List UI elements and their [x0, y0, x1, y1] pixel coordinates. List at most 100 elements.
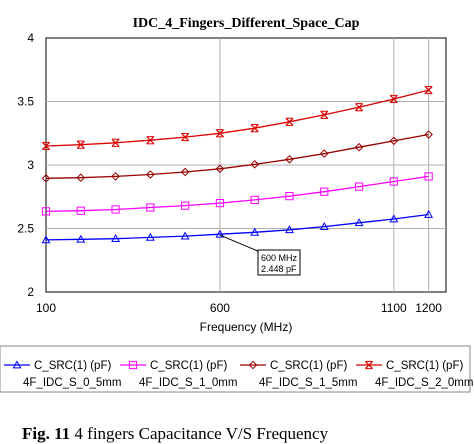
data-point [76, 206, 85, 215]
data-point [41, 235, 51, 244]
legend-label: C_SRC(1) (pF) [150, 360, 227, 372]
legend-label: C_SRC(1) (pF) [270, 360, 347, 372]
data-point [424, 85, 433, 95]
data-point [41, 141, 51, 151]
legend-frame [0, 345, 471, 393]
data-point [389, 177, 398, 186]
data-point [111, 172, 120, 181]
series-layer [41, 85, 434, 244]
marker-stroke [76, 140, 85, 149]
data-point [389, 214, 399, 223]
legend-swatch-marker [364, 360, 374, 370]
data-point [111, 205, 120, 214]
figure-caption-text: 4 fingers Capacitance V/S Frequency [70, 424, 329, 443]
data-point [355, 103, 364, 112]
series-3 [41, 130, 433, 183]
series-4 [41, 85, 433, 151]
data-point [285, 154, 294, 164]
data-point [320, 110, 329, 119]
figure-label: Fig. 11 [22, 424, 71, 443]
data-point [146, 203, 155, 212]
data-point [250, 160, 260, 169]
data-point [424, 130, 433, 139]
data-point [146, 136, 155, 145]
data-annotation: 600 MHz 2.448 pF [219, 234, 301, 276]
data-point [215, 229, 225, 238]
data-point [41, 207, 51, 216]
data-point [181, 201, 190, 210]
legend-entry-4: C_SRC(1) (pF) 4F_IDC_S_2_0mm [356, 360, 473, 389]
x-tick-label: 100 [36, 301, 56, 315]
x-tick-label: 600 [210, 301, 230, 315]
data-point [181, 132, 190, 142]
legend-entry-1: C_SRC(1) (pF) 4F_IDC_S_0_5mm [4, 360, 121, 389]
marker-stroke [111, 138, 120, 147]
legend-label: 4F_IDC_S_2_0mm [375, 377, 473, 389]
data-point [111, 138, 120, 147]
series-line [45, 213, 429, 241]
marker-stroke [181, 133, 190, 142]
data-point [215, 199, 225, 208]
data-point [354, 182, 364, 191]
figure-caption: Fig. 11 4 fingers Capacitance V/S Freque… [22, 424, 474, 444]
marker-stroke [364, 360, 374, 370]
series-1 [41, 209, 434, 244]
data-point [76, 173, 86, 183]
series-line [45, 133, 429, 179]
data-point [285, 225, 294, 234]
series-line [45, 89, 429, 147]
x-axis-label: Frequency (MHz) [200, 320, 293, 334]
x-tick-label: 1100 [381, 301, 407, 315]
data-point [76, 234, 86, 243]
data-point [319, 221, 329, 230]
chart-title: IDC_4_Fingers_Different_Space_Cap [133, 16, 360, 31]
data-point [180, 167, 190, 177]
x-tick-label: 1200 [415, 301, 442, 315]
data-point [389, 136, 399, 146]
legend-label: C_SRC(1) (pF) [386, 360, 463, 372]
y-tick-label: 4 [27, 31, 34, 45]
data-point [354, 218, 364, 227]
legend-swatch-marker [248, 360, 258, 370]
marker-stroke [215, 129, 224, 138]
legend-label: 4F_IDC_S_0_5mm [23, 377, 121, 389]
legend-label: C_SRC(1) (pF) [34, 360, 111, 372]
data-point [320, 187, 329, 196]
annotation-frequency: 600 MHz [261, 253, 298, 263]
data-point [215, 129, 224, 138]
annotation-leader [219, 234, 261, 253]
marker-stroke [355, 103, 364, 112]
annotation-capacitance: 2.448 pF [261, 264, 297, 274]
data-point [76, 140, 85, 149]
marker-stroke [250, 124, 259, 133]
data-point [285, 192, 294, 201]
data-point [250, 124, 259, 133]
marker-stroke [389, 94, 398, 103]
data-point [389, 94, 398, 104]
marker-stroke [146, 136, 155, 145]
data-point [111, 234, 121, 243]
data-point [41, 174, 51, 183]
data-point [145, 232, 155, 241]
data-point [146, 170, 155, 179]
data-point [354, 142, 364, 152]
legend-swatch-marker [12, 360, 22, 369]
legend-entry-2: C_SRC(1) (pF) 4F_IDC_S_1_0mm [120, 360, 237, 389]
annotation-box [257, 249, 301, 276]
axes: 100 600 1100 1200 2 2.5 3 3.5 4 [17, 31, 442, 315]
data-point [424, 172, 433, 181]
legend-label: 4F_IDC_S_1_0mm [139, 377, 237, 389]
legend-label: 4F_IDC_S_1_5mm [259, 377, 357, 389]
marker-stroke [41, 141, 51, 150]
y-tick-label: 2.5 [17, 222, 34, 236]
legend-swatch-marker [128, 360, 138, 370]
y-tick-label: 3.5 [17, 95, 34, 109]
data-point [250, 227, 260, 236]
series-2 [41, 172, 433, 216]
y-tick-label: 2 [27, 285, 34, 299]
data-point [180, 231, 190, 240]
marker-stroke [424, 86, 433, 95]
data-point [250, 195, 259, 205]
